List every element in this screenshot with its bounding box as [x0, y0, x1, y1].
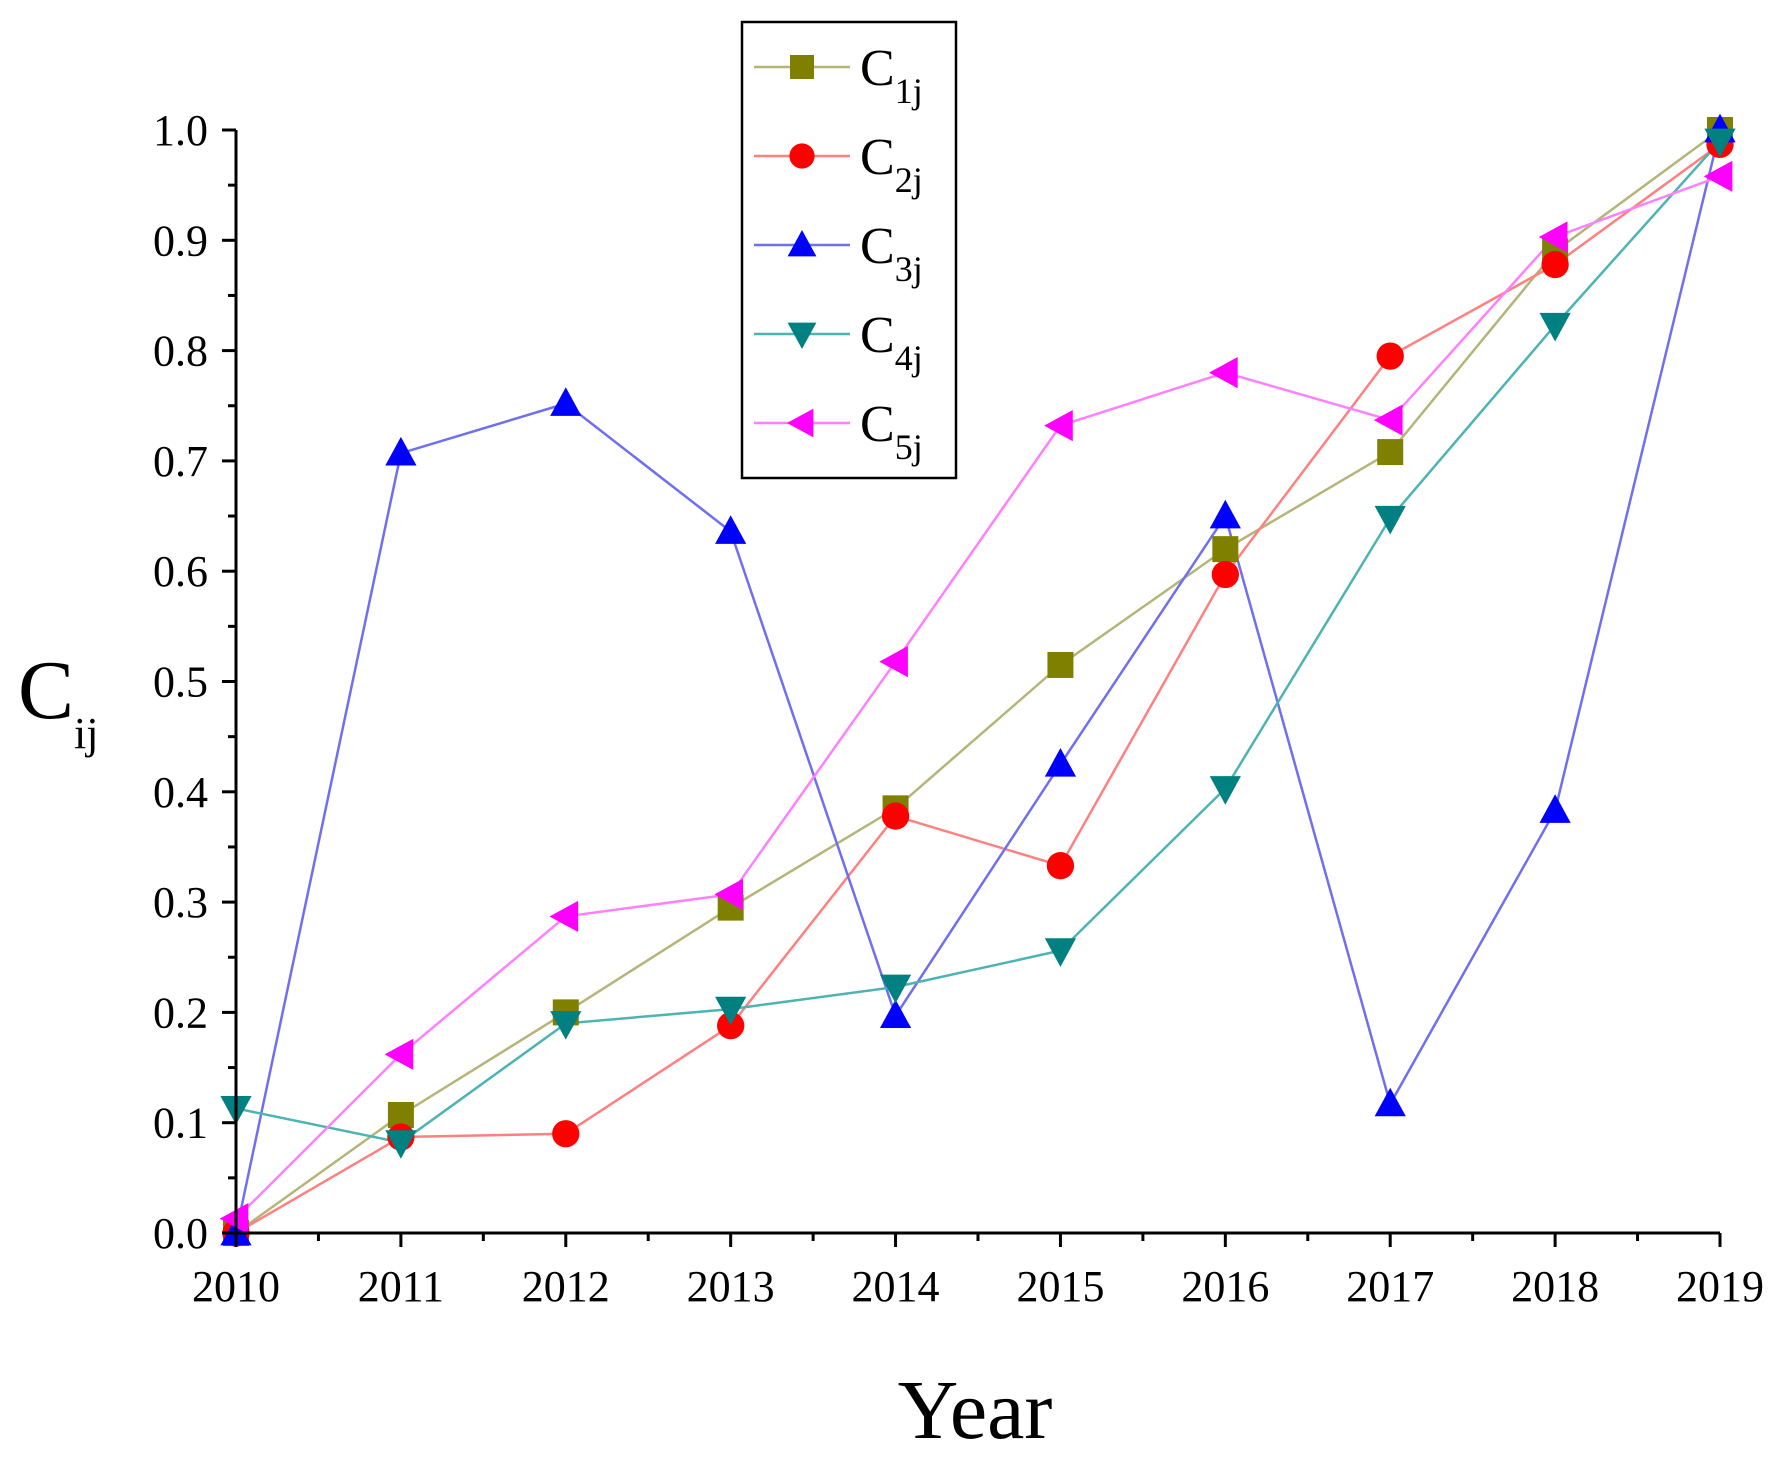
series-markers — [219, 113, 1736, 1247]
x-tick-label: 2012 — [522, 1262, 610, 1311]
x-tick-label: 2019 — [1676, 1262, 1764, 1311]
y-tick-label: 0.1 — [153, 1099, 208, 1148]
data-point-C3j-2011 — [385, 436, 417, 466]
x-tick-label: 2011 — [358, 1262, 444, 1311]
y-tick-label: 0.3 — [153, 878, 208, 927]
data-point-C5j-2017 — [1373, 404, 1403, 436]
data-point-C4j-2012 — [550, 1011, 582, 1040]
data-point-C3j-2015 — [1044, 747, 1077, 777]
y-tick-label: 1.0 — [153, 106, 208, 155]
x-tick-label: 2010 — [192, 1262, 280, 1311]
series-line-C1j — [235, 128, 1721, 1235]
data-point-C1j-2016 — [1212, 536, 1239, 563]
series-line-C5j — [235, 175, 1721, 1220]
data-point-C4j-2019 — [1704, 128, 1736, 158]
data-point-C2j-2016 — [1211, 560, 1239, 589]
legend-label-C5j: C5j — [860, 396, 923, 467]
data-point-C2j-2014 — [881, 802, 910, 830]
axes: 0.0 0.1 0.2 0.3 0.4 0.5 0.6 0.7 0.8 0.9 1.0 2010 201… — [153, 106, 1764, 1311]
series-line-C3j — [234, 129, 1722, 1234]
x-tick-label: 2018 — [1511, 1262, 1599, 1311]
x-tick-label: 2013 — [687, 1262, 775, 1311]
y-tick-label: 0.6 — [153, 547, 208, 596]
data-point-C3j-2012 — [550, 387, 582, 416]
legend-marker-C1j — [790, 55, 814, 79]
y-tick-label: 0.8 — [153, 327, 208, 376]
data-point-C5j-2013 — [714, 878, 744, 910]
legend-marker-C5j — [787, 408, 814, 438]
data-point-C5j-2014 — [879, 646, 908, 678]
data-point-C3j-2017 — [1374, 1087, 1406, 1117]
legend-label-C2j: C2j — [860, 129, 923, 200]
legend-marker-C3j — [787, 230, 817, 257]
data-point-C3j-2016 — [1209, 499, 1241, 529]
data-point-C2j-2015 — [1046, 852, 1075, 880]
legend-marker-C2j — [789, 143, 815, 169]
data-point-C5j-2019 — [1703, 160, 1733, 192]
data-point-C2j-2012 — [552, 1120, 580, 1148]
data-point-C4j-2013 — [715, 996, 747, 1026]
y-axis-title: Cij — [18, 644, 98, 758]
legend-box — [740, 20, 958, 480]
x-tick-label: 2015 — [1016, 1262, 1104, 1311]
data-point-C4j-2018 — [1539, 312, 1571, 342]
data-point-C2j-2018 — [1541, 250, 1569, 279]
legend: C1j C2j C3j C4j C5j — [740, 20, 958, 480]
y-tick-label: 0.0 — [153, 1209, 208, 1258]
x-tick-label: 2016 — [1181, 1262, 1269, 1311]
series-line-C4j — [235, 140, 1721, 1144]
data-point-C4j-2011 — [385, 1130, 417, 1159]
series-lines — [234, 128, 1722, 1235]
x-axis-title: Year — [898, 1364, 1053, 1457]
data-point-C5j-2010 — [219, 1203, 249, 1235]
legend-label-C1j: C1j — [860, 40, 923, 111]
y-tick-label: 0.4 — [153, 768, 208, 817]
data-point-C5j-2015 — [1044, 410, 1073, 442]
data-point-C2j-2017 — [1376, 342, 1404, 370]
series-line-C2j — [235, 143, 1721, 1235]
data-point-C4j-2014 — [879, 974, 912, 1004]
y-tick-label: 0.7 — [153, 437, 208, 486]
data-point-C4j-2017 — [1374, 505, 1406, 535]
data-point-C2j-2013 — [717, 1011, 745, 1040]
x-tick-label: 2014 — [852, 1262, 940, 1311]
x-tick-label: 2017 — [1346, 1262, 1434, 1311]
legend-marker-C4j — [787, 322, 817, 349]
data-point-C1j-2015 — [1047, 651, 1074, 678]
data-point-C4j-2015 — [1044, 938, 1077, 967]
y-tick-label: 0.5 — [153, 658, 208, 707]
data-point-C4j-2016 — [1209, 776, 1241, 805]
y-tick-label: 0.2 — [153, 988, 208, 1037]
data-point-C3j-2018 — [1539, 794, 1571, 823]
data-point-C5j-2016 — [1209, 357, 1238, 389]
legend-label-C3j: C3j — [860, 218, 923, 289]
legend-label-C4j: C4j — [860, 307, 923, 378]
data-point-C3j-2014 — [879, 999, 912, 1029]
data-point-C5j-2012 — [549, 900, 579, 933]
data-point-C5j-2018 — [1538, 221, 1568, 253]
data-point-C1j-2017 — [1377, 439, 1404, 466]
data-point-C5j-2011 — [384, 1038, 414, 1070]
y-tick-label: 0.9 — [153, 216, 208, 265]
data-point-C3j-2013 — [715, 515, 747, 544]
